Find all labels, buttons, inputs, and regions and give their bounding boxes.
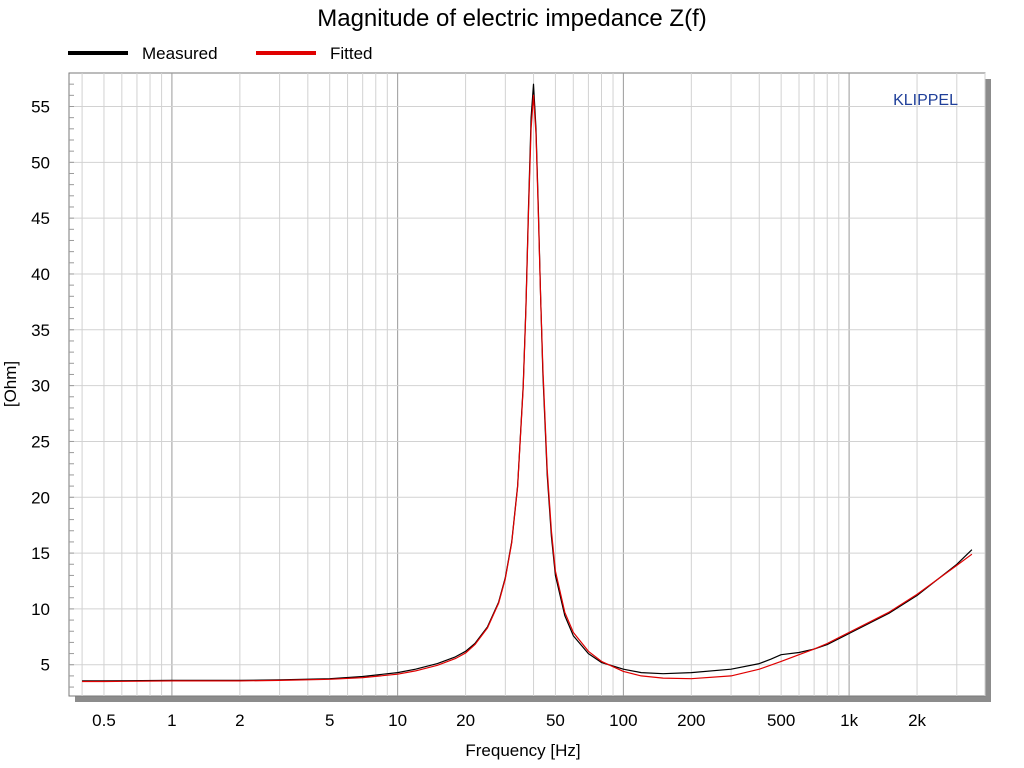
legend-label-fitted: Fitted [330, 44, 373, 63]
plot-area [68, 72, 986, 697]
x-tick-label: 100 [609, 711, 637, 730]
x-tick-label: 1 [167, 711, 176, 730]
y-tick-label: 5 [41, 656, 50, 675]
y-tick-label: 10 [31, 600, 50, 619]
x-tick-label: 1k [840, 711, 858, 730]
y-tick-label: 20 [31, 488, 50, 507]
y-axis-label: [Ohm] [1, 361, 20, 407]
legend: Measured Fitted [68, 44, 373, 63]
x-tick-label: 20 [456, 711, 475, 730]
x-tick-label: 200 [677, 711, 705, 730]
x-axis-label: Frequency [Hz] [465, 741, 580, 760]
y-tick-label: 55 [31, 97, 50, 116]
x-tick-label: 2 [235, 711, 244, 730]
y-tick-label: 45 [31, 209, 50, 228]
x-tick-label: 10 [388, 711, 407, 730]
y-tick-label: 25 [31, 432, 50, 451]
x-tick-label: 50 [546, 711, 565, 730]
series-line-fitted [82, 94, 973, 683]
x-tick-labels: 0.5 1 2 5 10 20 50 100 200 500 1k 2k [92, 711, 926, 730]
x-tick-label: 500 [767, 711, 795, 730]
x-tick-label: 0.5 [92, 711, 116, 730]
klippel-watermark: KLIPPEL [893, 92, 958, 109]
y-tick-label: 30 [31, 377, 50, 396]
y-tick-label: 40 [31, 265, 50, 284]
legend-label-measured: Measured [142, 44, 218, 63]
y-tick-labels: 5 10 15 20 25 30 35 40 45 50 55 [31, 97, 50, 674]
y-minor-ticks [69, 83, 74, 688]
y-tick-label: 15 [31, 544, 50, 563]
x-tick-label: 2k [908, 711, 926, 730]
x-tick-label: 5 [325, 711, 334, 730]
y-tick-label: 50 [31, 153, 50, 172]
series-lines [82, 83, 973, 683]
grid [69, 73, 986, 696]
y-tick-label: 35 [31, 321, 50, 340]
chart-title: Magnitude of electric impedance Z(f) [317, 5, 707, 32]
